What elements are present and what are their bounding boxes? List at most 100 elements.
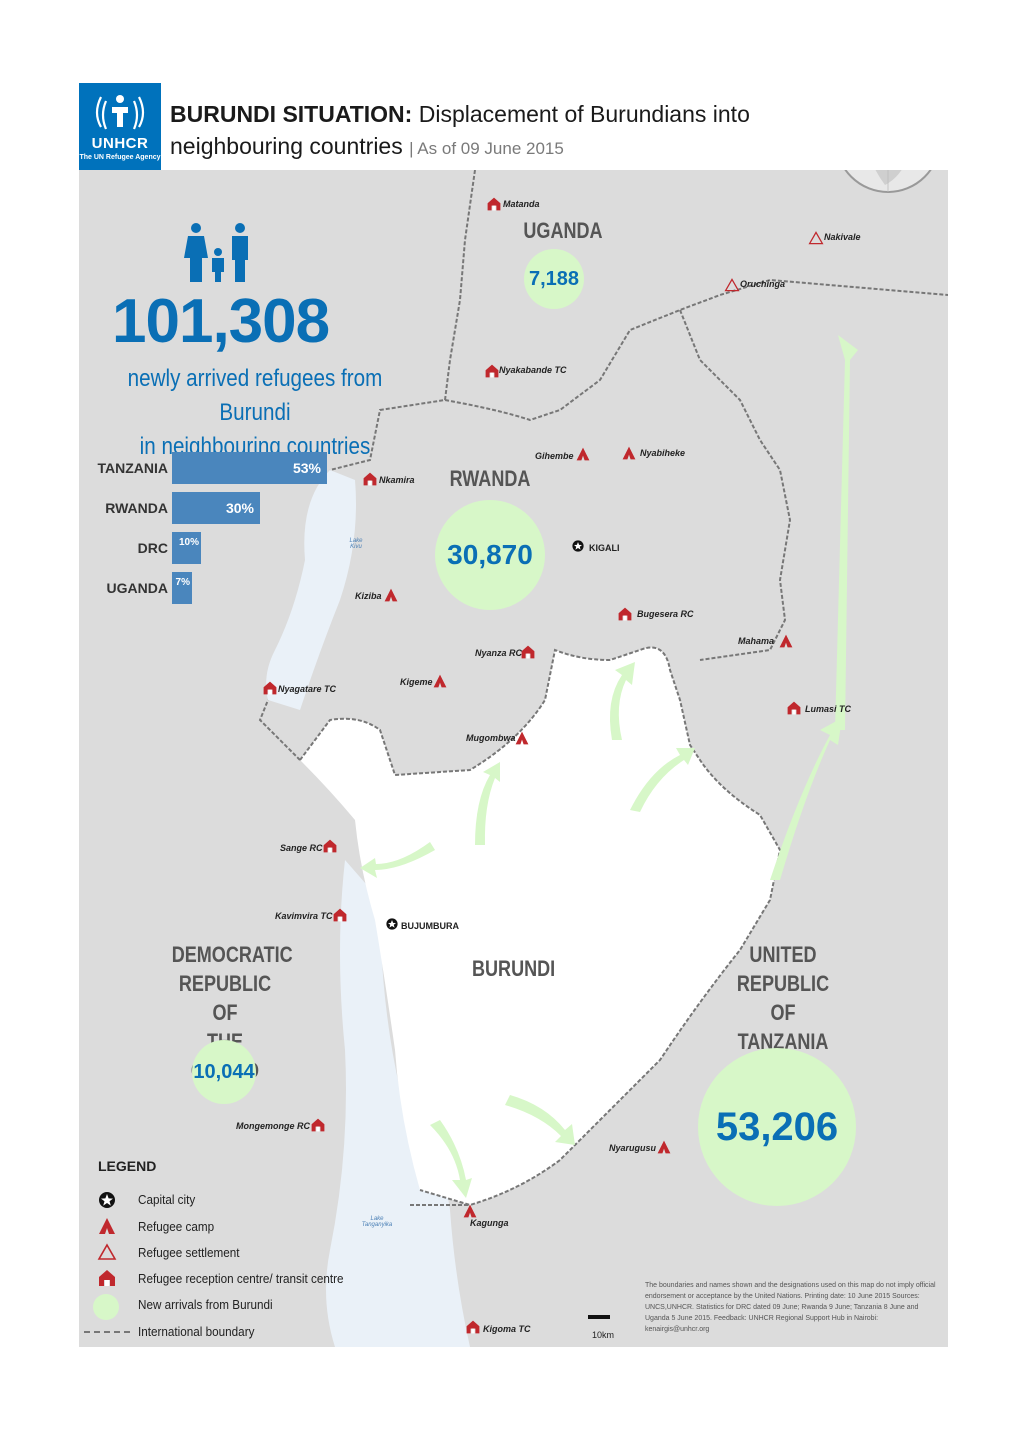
arrivals-drc-value: 10,044 <box>193 1060 255 1083</box>
bar-label-drc: DRC <box>137 540 168 556</box>
place-label-kigeme: Kigeme <box>400 677 433 687</box>
kigoma-reception-icon <box>466 1320 480 1334</box>
place-label-nyabiheke: Nyabiheke <box>640 448 686 458</box>
bar-value-drc: 10% <box>178 537 199 548</box>
gihembe-camp-icon <box>576 447 590 461</box>
arrivals-uganda-value: 7,188 <box>528 267 580 290</box>
page-title: BURUNDI SITUATION: Displacement of Burun… <box>170 98 790 165</box>
bar-value-tanzania: 53% <box>292 460 321 476</box>
title-line2: neighbouring countries <box>170 133 403 159</box>
lumasi-reception-icon <box>787 701 801 715</box>
arrow-to-tz-south <box>505 1095 575 1145</box>
bar-tanzania: 53% <box>172 452 327 484</box>
title-bold: BURUNDI SITUATION: <box>170 101 413 127</box>
arrivals-uganda: 7,188 <box>524 249 584 309</box>
nyakabande-reception-icon <box>485 364 499 378</box>
place-label-nakivale: Nakivale <box>824 232 861 242</box>
disclaimer: The boundaries and names shown and the d… <box>645 1282 936 1333</box>
place-label-bugesera: Bugesera RC <box>637 609 694 619</box>
bar-label-uganda: UGANDA <box>106 580 168 596</box>
place-label-kigali: KIGALI <box>589 543 620 553</box>
bar-value-uganda: 7% <box>175 577 190 588</box>
bar-label-tanzania: TANZANIA <box>97 460 168 476</box>
legend-reception: Refugee reception centre/ transit centre <box>138 1271 344 1286</box>
place-label-kavimvira: Kavimvira TC <box>275 911 333 921</box>
tz-line2: REPUBLIC OF <box>736 971 830 1025</box>
unhcr-emblem-icon <box>95 95 145 130</box>
arrow-to-rwanda-1 <box>609 662 635 740</box>
arrivals-drc: 10,044 <box>192 1040 256 1104</box>
bugesera-reception-icon <box>618 607 632 621</box>
legend-title: LEGEND <box>98 1158 157 1174</box>
arrow-to-kagunga <box>430 1120 472 1198</box>
place-label-sange: Sange RC <box>280 843 323 853</box>
lake-kivu <box>266 470 356 710</box>
burundi-shape <box>300 647 780 1205</box>
nyabiheke-camp-icon <box>622 446 636 460</box>
kavimvira-reception-icon <box>333 908 347 922</box>
share-bar-chart: TANZANIA 53% RWANDA 30% DRC 10% UGANDA 7% <box>88 452 348 612</box>
kagunga-camp-icon <box>463 1204 477 1218</box>
lake-tanganyika-label: Lake Tanganyika <box>361 1216 393 1228</box>
place-label-kagunga: Kagunga <box>470 1218 509 1228</box>
mugombwa-camp-icon <box>515 731 529 745</box>
capital-city-icon <box>99 1192 115 1208</box>
arrivals-tanzania: 53,206 <box>698 1048 856 1206</box>
arrivals-rwanda-value: 30,870 <box>447 539 533 570</box>
bar-value-rwanda: 30% <box>225 500 254 516</box>
arrow-to-tz-north <box>770 718 842 880</box>
mongemonge-reception-icon <box>311 1118 325 1132</box>
place-label-bujumbura: BUJUMBURA <box>401 921 459 931</box>
total-refugees: 101,308 <box>112 287 330 356</box>
lake-tanganyika <box>326 860 470 1347</box>
oruchinga-settlement-icon <box>724 278 740 292</box>
kigeme-camp-icon <box>433 674 447 688</box>
place-label-oruchinga: Oruchinga <box>740 279 786 289</box>
logo-subtitle: The UN Refugee Agency <box>79 154 161 161</box>
title-rest: Displacement of Burundians into <box>412 101 750 127</box>
nkamira-reception-icon <box>363 472 377 486</box>
kigali-capital-icon <box>572 540 584 552</box>
place-label-lumasi: Lumasi TC <box>805 704 852 714</box>
drc-line2: REPUBLIC OF <box>178 971 272 1025</box>
place-label-nyakabande: Nyakabande TC <box>499 365 567 375</box>
unhcr-logo: UNHCR The UN Refugee Agency <box>79 83 161 187</box>
nakivale-settlement-icon <box>808 231 824 245</box>
arrow-to-drc <box>360 842 435 878</box>
nyagatare-reception-icon <box>263 681 277 695</box>
total-subtitle: newly arrived refugees from Burundi in n… <box>109 362 401 464</box>
place-label-kigoma: Kigoma TC <box>483 1324 531 1334</box>
drc-line1: DEMOCRATIC <box>171 942 293 967</box>
family-icon <box>184 223 248 282</box>
scale-bar <box>588 1315 610 1319</box>
arrow-to-rwanda-2 <box>630 748 695 812</box>
legend-capital: Capital city <box>138 1192 196 1207</box>
bar-drc: 10% <box>172 532 201 564</box>
arrow-to-rwanda-3 <box>475 762 500 845</box>
arrivals-tanzania-value: 53,206 <box>715 1104 839 1149</box>
place-label-nyanza: Nyanza RC <box>475 648 523 658</box>
place-label-nyarugusu: Nyarugusu <box>609 1143 657 1153</box>
country-label-rwanda: RWANDA <box>449 466 531 491</box>
sange-reception-icon <box>323 839 337 853</box>
bar-uganda: 7% <box>172 572 192 604</box>
map-geography <box>258 170 948 1347</box>
country-label-tanzania: UNITED REPUBLIC OF TANZANIA <box>730 940 837 1056</box>
legend-boundary: International boundary <box>138 1324 255 1339</box>
bar-rwanda: 30% <box>172 492 260 524</box>
arrivals-rwanda: 30,870 <box>435 500 545 610</box>
bar-label-rwanda: RWANDA <box>105 500 168 516</box>
country-label-uganda: UGANDA <box>523 218 603 243</box>
reception-centre-icon <box>99 1270 115 1286</box>
map-panel <box>79 170 948 1347</box>
place-label-matanda: Matanda <box>503 199 540 209</box>
refugee-settlement-icon <box>97 1243 117 1260</box>
bujumbura-capital-icon <box>386 918 398 930</box>
arrow-to-uganda <box>835 335 858 730</box>
tz-line1: UNITED <box>749 942 817 967</box>
kiziba-camp-icon <box>384 588 398 602</box>
place-label-nyagatare: Nyagatare TC <box>278 684 337 694</box>
lake-kivu-label: Lake Kivu <box>349 538 363 550</box>
place-label-gihembe: Gihembe <box>535 451 574 461</box>
boundary-line-icon <box>84 1331 130 1333</box>
